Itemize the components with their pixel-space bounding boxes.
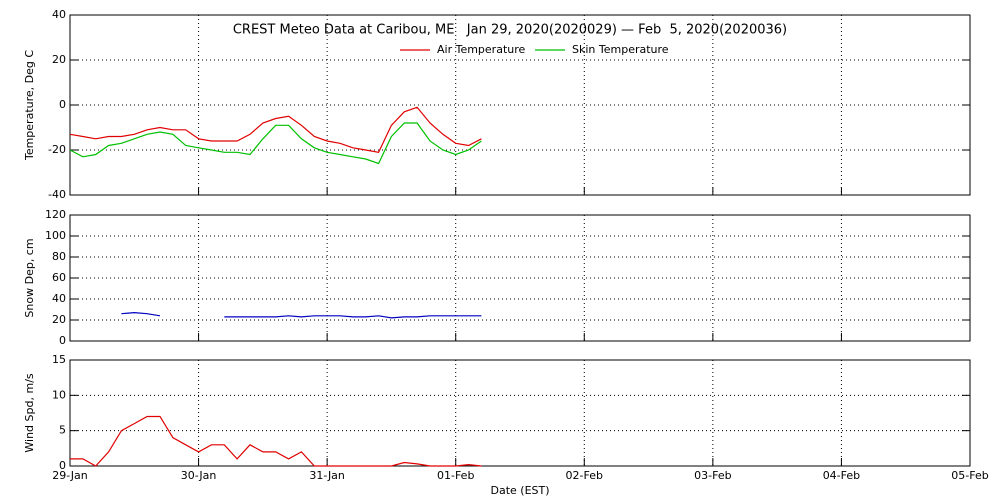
y-tick-label: 20 <box>52 313 66 326</box>
y-tick-label: 0 <box>59 98 66 111</box>
x-tick-label: 04-Feb <box>823 469 860 482</box>
y-tick-label: 0 <box>59 459 66 472</box>
y-axis-label: Wind Spd, m/s <box>23 373 36 453</box>
y-tick-label: 100 <box>45 229 66 242</box>
y-axis-label: Snow Dep, cm <box>23 238 36 317</box>
y-tick-label: -40 <box>48 188 66 201</box>
y-tick-label: 80 <box>52 250 66 263</box>
x-tick-label: 03-Feb <box>694 469 731 482</box>
y-tick-label: 5 <box>59 424 66 437</box>
x-tick-label: 05-Feb <box>951 469 988 482</box>
x-tick-label: 29-Jan <box>52 469 88 482</box>
y-tick-label: 0 <box>59 334 66 347</box>
y-tick-label: 10 <box>52 388 66 401</box>
y-tick-label: 15 <box>52 353 66 366</box>
y-tick-label: 40 <box>52 8 66 21</box>
data-line <box>70 415 482 467</box>
legend-label: Skin Temperature <box>572 43 669 56</box>
x-tick-label: 02-Feb <box>566 469 603 482</box>
plot-frame <box>69 359 971 467</box>
y-tick-label: 120 <box>45 208 66 221</box>
y-tick-label: -20 <box>48 143 66 156</box>
y-tick-label: 20 <box>52 53 66 66</box>
x-axis-label: Date (EST) <box>490 484 549 497</box>
data-line <box>69 106 482 153</box>
x-tick-label: 30-Jan <box>181 469 217 482</box>
chart-title: CREST Meteo Data at Caribou, ME Jan 29, … <box>233 23 787 38</box>
x-tick-label: 01-Feb <box>437 469 474 482</box>
y-tick-label: 40 <box>52 292 66 305</box>
y-axis-label: Temperature, Deg C <box>23 50 36 161</box>
x-tick-label: 31-Jan <box>309 469 345 482</box>
legend-label: Air Temperature <box>437 43 526 56</box>
y-tick-label: 60 <box>52 271 66 284</box>
data-line <box>121 311 482 319</box>
data-line <box>69 122 482 165</box>
